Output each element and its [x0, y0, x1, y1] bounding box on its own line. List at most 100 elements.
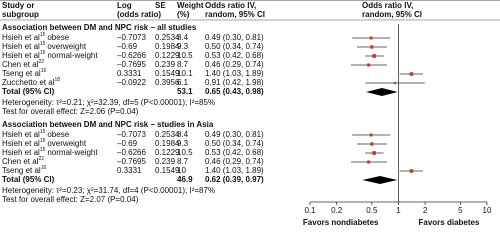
point-estimate: [370, 45, 374, 49]
se: 0.239: [155, 157, 176, 166]
log-or: –0.7695: [117, 157, 146, 166]
total-label: Total (95% CI): [2, 87, 55, 96]
header: Odds ratio IV,: [205, 1, 256, 10]
weight: 9.3: [177, 42, 189, 51]
study-name: Hsieh et al15 obese: [2, 32, 70, 42]
reference: 15: [40, 147, 46, 153]
log-or: –0.69: [117, 42, 138, 51]
section-title: Association between DM and NPC risk – al…: [2, 23, 197, 32]
subgroup: normal-weight: [47, 51, 98, 60]
header: SE: [155, 1, 166, 10]
log-or: –0.7073: [117, 130, 146, 139]
x-tick-label: 0.1: [304, 206, 316, 215]
reference: 15: [40, 32, 46, 38]
log-or: 0.3331: [117, 166, 142, 175]
total-weight: 46.9: [177, 175, 193, 184]
total-label: Total (95% CI): [2, 175, 55, 184]
ci-label: 0.46 (0.29, 0.74): [205, 60, 264, 69]
x-tick-label: 2: [423, 206, 428, 215]
reference: 15: [40, 41, 46, 47]
weight: 10: [177, 166, 186, 175]
study-name: Hsieh et al15 overweight: [2, 138, 87, 148]
study-name: Hsieh et al15 normal-weight: [2, 147, 98, 157]
author: Hsieh et al: [2, 139, 40, 148]
ci-label: 0.53 (0.42, 0.68): [205, 51, 264, 60]
ci-label: 0.91 (0.42, 1.98): [205, 78, 264, 87]
header: Odds ratio IV,: [362, 1, 413, 10]
ci-label: 1.40 (1.03, 1.89): [205, 69, 264, 78]
x-tick-label: 0.2: [331, 206, 343, 215]
x-tick-label: 5: [458, 206, 463, 215]
weight: 8.7: [177, 60, 189, 69]
study-name: Hsieh et al15 obese: [2, 129, 70, 139]
favors-right: Favors diabetes: [419, 218, 480, 227]
x-tick-label: 10: [483, 206, 492, 215]
se: 0.1984: [155, 139, 180, 148]
subgroup: obese: [47, 130, 69, 139]
log-or: –0.7073: [117, 33, 146, 42]
study-name: Hsieh et al15 overweight: [2, 41, 87, 51]
ci-label: 0.49 (0.30, 0.81): [205, 33, 264, 42]
weight: 10.5: [177, 51, 193, 60]
summary-diamond: [362, 176, 398, 184]
ci-label: 1.40 (1.03, 1.89): [205, 166, 264, 175]
weight: 9.3: [177, 139, 189, 148]
study-name: Tseng et al16: [2, 165, 46, 175]
study-name: Hsieh et al15 normal-weight: [2, 50, 98, 60]
author: Chen et al: [2, 157, 39, 166]
study-name: Tseng et al16: [2, 68, 46, 78]
header: (%): [177, 10, 190, 19]
header: random, 95% CI: [205, 10, 265, 19]
subgroup: overweight: [47, 139, 86, 148]
se: 0.2534: [155, 130, 180, 139]
subgroup: normal-weight: [47, 148, 98, 157]
point-estimate: [370, 142, 374, 146]
total-ci: 0.65 (0.43, 0.98): [205, 87, 264, 96]
point-estimate: [372, 151, 376, 155]
point-estimate: [372, 54, 376, 58]
reference: 22: [38, 156, 44, 162]
study-name: Chen et al22: [2, 156, 44, 166]
header: Weight: [177, 1, 204, 10]
ci-label: 0.46 (0.29, 0.74): [205, 157, 264, 166]
point-estimate: [393, 81, 396, 85]
header: Log: [117, 1, 132, 10]
overall-effect: Test for overall effect: Z=2.07 (P=0.04): [2, 195, 139, 204]
weight: 8.4: [177, 33, 189, 42]
weight: 10.1: [177, 69, 193, 78]
weight: 6.1: [177, 78, 189, 87]
author: Tseng et al: [2, 166, 41, 175]
author: Tseng et al: [2, 69, 41, 78]
log-or: –0.6266: [117, 51, 146, 60]
se: 0.1984: [155, 42, 180, 51]
summary-diamond: [366, 88, 398, 96]
se: 0.1229: [155, 148, 180, 157]
author: Hsieh et al: [2, 148, 40, 157]
subgroup: overweight: [47, 42, 86, 51]
weight: 8.7: [177, 157, 189, 166]
study-name: Zucchetto et al18: [2, 77, 60, 87]
ci-label: 0.50 (0.34, 0.74): [205, 42, 264, 51]
x-tick-label: 0.5: [366, 206, 378, 215]
weight: 8.4: [177, 130, 189, 139]
se: 0.1229: [155, 51, 180, 60]
log-or: –0.6266: [117, 148, 146, 157]
study-name: Chen et al22: [2, 59, 44, 69]
section-title: Association between DM and NPC risk – st…: [2, 120, 214, 129]
reference: 22: [38, 59, 44, 65]
se: 0.1549: [155, 69, 180, 78]
overall-effect: Test for overall effect: Z=2.06 (P=0.04): [2, 107, 139, 116]
ci-label: 0.53 (0.42, 0.68): [205, 148, 264, 157]
point-estimate: [367, 63, 371, 67]
ci-label: 0.50 (0.34, 0.74): [205, 139, 264, 148]
author: Zucchetto et al: [2, 78, 55, 87]
point-estimate: [409, 72, 414, 76]
total-weight: 53.1: [177, 87, 193, 96]
forest-plot: Study or subgroup Log (odds ratio) SE We…: [0, 0, 500, 227]
reference: 15: [40, 138, 46, 144]
header: random, 95% CI: [362, 10, 422, 19]
ci-label: 0.49 (0.30, 0.81): [205, 130, 264, 139]
x-tick-label: 1: [396, 206, 401, 215]
log-or: –0.7695: [117, 60, 146, 69]
weight: 10.5: [177, 148, 193, 157]
